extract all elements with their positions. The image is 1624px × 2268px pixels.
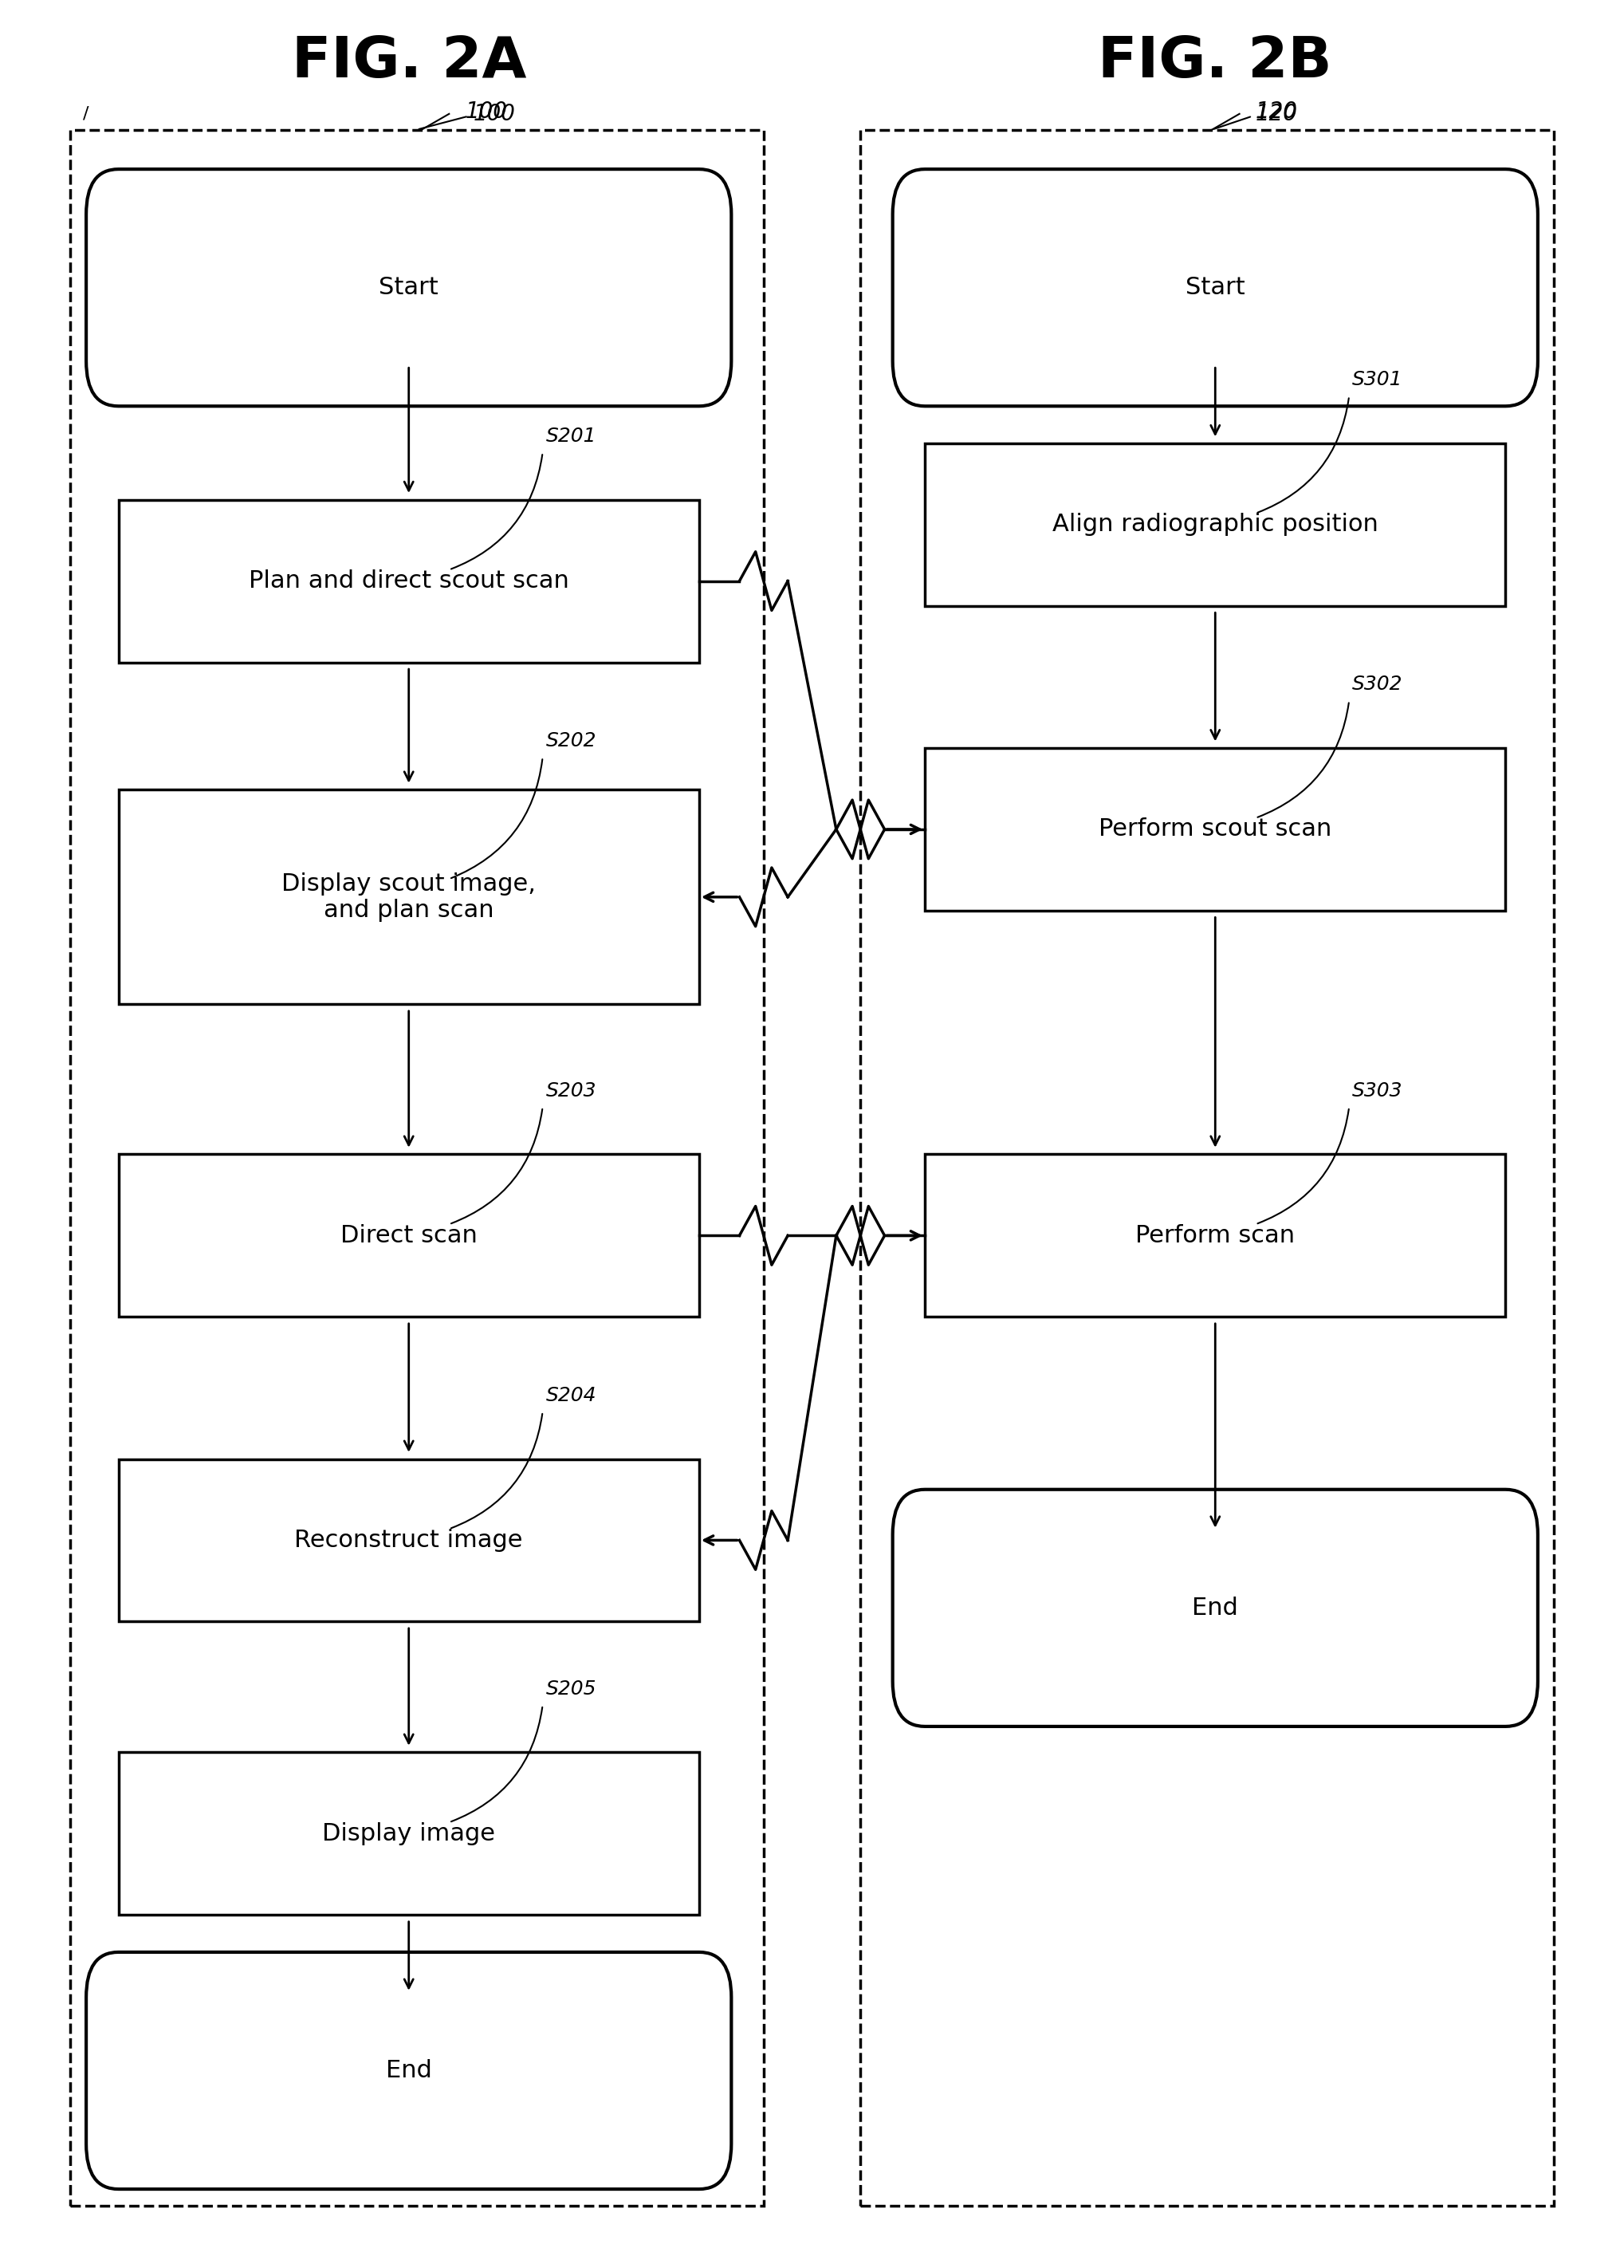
Bar [926,1154,1505,1318]
Text: 120: 120 [1255,100,1298,122]
Text: 120: 120 [1255,102,1298,125]
Text: 100: 100 [473,102,515,125]
Text: S203: S203 [546,1082,596,1100]
Bar [70,129,763,2207]
Text: End: End [1192,1597,1239,1619]
Text: S303: S303 [1353,1082,1403,1100]
FancyBboxPatch shape [86,170,731,406]
Text: S202: S202 [546,730,596,751]
Text: Align radiographic position: Align radiographic position [1052,513,1379,535]
Text: Perform scout scan: Perform scout scan [1099,819,1332,841]
Bar [119,1458,698,1622]
Bar [119,1154,698,1318]
Text: Start: Start [1186,277,1246,299]
Bar [119,499,698,662]
Text: /: / [83,107,89,122]
Text: S204: S204 [546,1386,596,1404]
Text: S302: S302 [1353,676,1403,694]
Text: Display image: Display image [322,1821,495,1846]
Bar [926,442,1505,606]
Text: Start: Start [378,277,438,299]
Text: S205: S205 [546,1678,596,1699]
Text: FIG. 2B: FIG. 2B [1098,34,1332,88]
Text: 100: 100 [464,100,507,122]
Bar [119,789,698,1005]
Text: Plan and direct scout scan: Plan and direct scout scan [248,569,568,592]
Text: Reconstruct image: Reconstruct image [294,1529,523,1551]
Text: End: End [385,2059,432,2082]
Bar [926,748,1505,909]
Text: S301: S301 [1353,370,1403,390]
FancyBboxPatch shape [893,170,1538,406]
Text: Direct scan: Direct scan [341,1225,477,1247]
Text: S201: S201 [546,426,596,445]
FancyBboxPatch shape [893,1490,1538,1726]
Bar [861,129,1554,2207]
Text: Display scout image,
and plan scan: Display scout image, and plan scan [281,873,536,923]
Text: FIG. 2A: FIG. 2A [291,34,526,88]
Bar [119,1753,698,1914]
Text: Perform scan: Perform scan [1135,1225,1294,1247]
FancyBboxPatch shape [86,1953,731,2189]
